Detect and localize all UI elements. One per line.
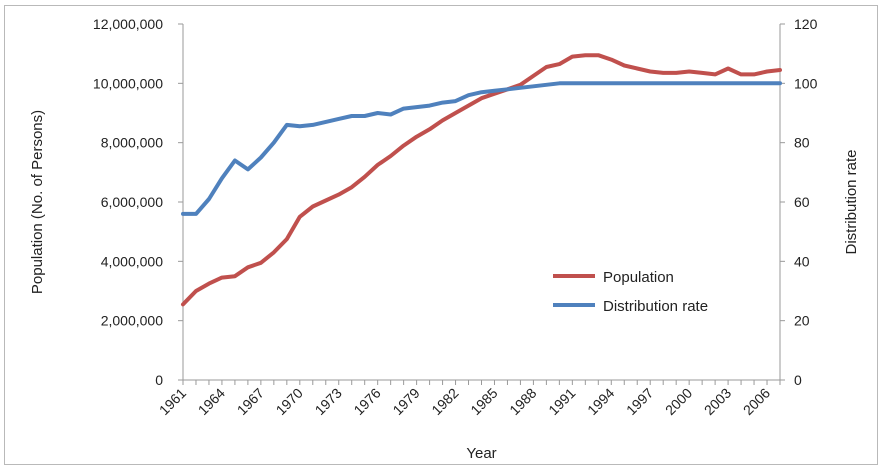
x-axis-ticks: 1961 1964 1967 1970 1973 1976 1979 1982 1985 1988… (156, 380, 781, 418)
y-tick-label: 0 (155, 372, 163, 388)
x-tick-label: 2003 (701, 385, 734, 418)
y2-tick-label: 20 (794, 313, 810, 329)
x-tick-label: 2000 (662, 385, 695, 418)
legend-label-population: Population (603, 269, 674, 286)
y2-axis-ticks: 0 20 40 60 80 100 120 (780, 16, 818, 388)
series-line-population (181, 53, 782, 307)
x-tick-label: 1964 (195, 385, 228, 418)
x-tick-label: 1985 (467, 385, 500, 418)
series-lines (181, 53, 782, 307)
x-tick-label: 1988 (506, 385, 539, 418)
y2-tick-label: 40 (794, 253, 810, 269)
x-tick-label: 2006 (740, 385, 773, 418)
x-tick-label: 1961 (156, 385, 189, 418)
y-axis-ticks: 0 2,000,000 4,000,000 6,000,000 8,000,000 10,… (93, 16, 183, 388)
y-tick-label: 8,000,000 (101, 135, 163, 151)
x-tick-label: 1991 (545, 385, 578, 418)
y-tick-label: 10,000,000 (93, 75, 163, 91)
x-tick-label: 1994 (584, 385, 617, 418)
y2-tick-label: 120 (794, 16, 818, 32)
y2-axis-title: Distribution rate (843, 149, 860, 254)
legend-label-distribution-rate: Distribution rate (603, 298, 708, 315)
y-axis-title: Population (No. of Persons) (29, 110, 46, 294)
y2-tick-label: 80 (794, 135, 810, 151)
x-tick-label: 1967 (234, 385, 267, 418)
y-tick-label: 4,000,000 (101, 253, 163, 269)
x-tick-label: 1997 (623, 385, 656, 418)
x-axis-title: Year (466, 445, 496, 462)
legend: Population Distribution rate (553, 269, 708, 315)
y2-tick-label: 100 (794, 75, 818, 91)
x-tick-label: 1973 (312, 385, 345, 418)
x-tick-label: 1979 (389, 385, 422, 418)
x-tick-label: 1970 (273, 385, 306, 418)
y-tick-label: 2,000,000 (101, 313, 163, 329)
y2-tick-label: 0 (794, 372, 802, 388)
axes (182, 24, 781, 381)
y-tick-label: 12,000,000 (93, 16, 163, 32)
x-tick-label: 1976 (350, 385, 383, 418)
x-tick-label: 1982 (428, 385, 461, 418)
series-line-distribution-rate (181, 81, 782, 216)
y-tick-label: 6,000,000 (101, 194, 163, 210)
y2-tick-label: 60 (794, 194, 810, 210)
